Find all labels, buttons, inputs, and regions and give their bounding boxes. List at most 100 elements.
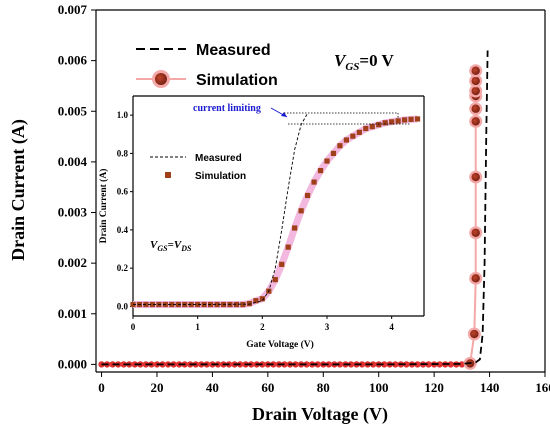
inset-simulation-point: [305, 192, 311, 199]
main-legend: Measured Simulation: [136, 42, 278, 89]
inset-simulation-point: [317, 168, 324, 174]
simulation-flat-point: [381, 361, 388, 368]
inset-y-axis-label: Drain Current (A): [98, 169, 109, 244]
inset-legend-measured-label: Measured: [195, 153, 242, 164]
x-tick-label: 80: [317, 380, 330, 395]
inset-simulation-point: [195, 301, 201, 308]
inset-simulation-point: [279, 261, 285, 267]
simulation-flat-point: [403, 361, 410, 368]
legend-simulation-marker: [155, 73, 167, 85]
inset-simulation-point: [389, 119, 395, 125]
x-tick-label: 140: [480, 380, 500, 395]
x-tick-label: 60: [261, 380, 274, 395]
simulation-point: [471, 172, 480, 182]
simulation-point: [471, 104, 480, 113]
inset-simulation-point: [350, 133, 356, 139]
simulation-flat-point: [347, 361, 355, 368]
y-tick-label: 0.004: [58, 154, 88, 169]
inset-simulation-point: [188, 301, 194, 308]
inset-plot: 0 1 2 3 4 0.0 0.2 0.4 0.6 0.8 1.0 Gate Voltage (V)…: [98, 95, 425, 350]
simulation-point: [471, 117, 480, 126]
inset-simulation-point: [414, 116, 421, 122]
main-condition-label: VGS=0 V: [334, 51, 395, 73]
inset-simulation-point: [253, 298, 259, 304]
y-tick-label: 0.003: [58, 205, 88, 220]
y-tick-label: 0.001: [58, 306, 87, 321]
x-tick-label: 0: [98, 380, 105, 395]
inset-simulation-point: [324, 158, 330, 164]
inset-simulation-point: [259, 296, 265, 302]
x-tick-label: 40: [206, 380, 219, 395]
inset-x-tick-label: 0: [131, 322, 136, 332]
x-tick-label: 100: [369, 380, 389, 395]
legend-measured-label: Measured: [196, 42, 271, 59]
simulation-flat-point: [292, 361, 299, 368]
y-tick-label: 0.005: [58, 103, 88, 118]
inset-condition-symbol: V: [150, 239, 159, 251]
main-condition-sub: GS: [345, 61, 359, 73]
simulation-flat-point: [358, 361, 366, 368]
inset-simulation-point: [149, 301, 155, 308]
inset-x-tick-label: 2: [260, 322, 265, 332]
simulation-flat-point: [392, 361, 399, 368]
inset-simulation-point: [402, 117, 408, 123]
inset-y-tick-label: 0.6: [117, 187, 129, 197]
main-condition-symbol: V: [334, 51, 347, 70]
inset-condition-label: VGS=VDS: [150, 239, 192, 253]
inset-y-tick-label: 0.0: [117, 301, 129, 311]
simulation-point: [471, 86, 480, 96]
inset-simulation-point: [240, 301, 246, 308]
simulation-point: [471, 228, 480, 237]
main-plot: 0204060801001201401600.0000.0010.0020.00…: [8, 2, 550, 425]
simulation-point: [470, 329, 479, 339]
inset-x-axis-label: Gate Voltage (V): [246, 339, 314, 350]
inset-y-tick-label: 0.8: [117, 148, 129, 158]
inset-simulation-point: [337, 143, 343, 149]
y-tick-label: 0.007: [58, 2, 88, 17]
measured-line: [101, 50, 489, 366]
inset-y-tick-label: 1.0: [117, 110, 129, 120]
y-tick-label: 0.000: [58, 356, 87, 371]
main-condition-rest: =0 V: [359, 51, 394, 70]
x-axis-label: Drain Voltage (V): [252, 404, 388, 425]
inset-simulation-point: [330, 150, 337, 156]
inset-condition-sub: GS: [157, 244, 168, 253]
simulation-flat-point: [447, 361, 454, 368]
inset-measured-line: [133, 112, 308, 305]
inset-simulation-point: [408, 116, 414, 122]
inset-simulation-point: [356, 129, 362, 135]
simulation-flat-point: [336, 361, 344, 368]
inset-simulation-point: [369, 124, 375, 130]
inset-background: [133, 96, 424, 316]
simulation-point: [471, 76, 480, 86]
simulation-flat-point: [436, 361, 443, 368]
inset-legend-simulation-label: Simulation: [195, 171, 246, 182]
inset-simulation-point: [363, 125, 369, 132]
inset-x-tick-label: 3: [325, 322, 330, 332]
inset-y-tick-label: 0.2: [117, 263, 129, 273]
inset-simulation-point: [382, 120, 388, 126]
annotation-arrowhead: [281, 112, 287, 117]
x-tick-label: 160: [535, 380, 550, 395]
inset-simulation-point: [376, 122, 382, 128]
inset-condition-symbol-2: V: [174, 239, 183, 251]
simulation-point: [471, 274, 480, 283]
simulation-flat-point: [303, 361, 310, 368]
inset-simulation-point: [169, 301, 175, 308]
inset-x-tick-label: 4: [389, 322, 394, 332]
inset-simulation-point: [285, 244, 291, 250]
inset-legend-simulation-marker: [165, 172, 171, 178]
inset-simulation-point: [272, 277, 278, 283]
inset-simulation-point: [311, 179, 317, 185]
annotation-bracket: [270, 107, 410, 125]
inset-simulation-point: [246, 300, 252, 307]
inset-legend: Measured Simulation: [150, 153, 246, 182]
inset-simulation-point: [343, 137, 349, 143]
x-tick-label: 120: [424, 380, 444, 395]
simulation-flat-point: [414, 361, 421, 368]
simulation-flat-point: [369, 361, 377, 368]
inset-condition-sub-2: DS: [180, 244, 192, 253]
simulation-flat-point: [325, 361, 333, 368]
y-axis-label: Drain Current (A): [8, 119, 29, 261]
